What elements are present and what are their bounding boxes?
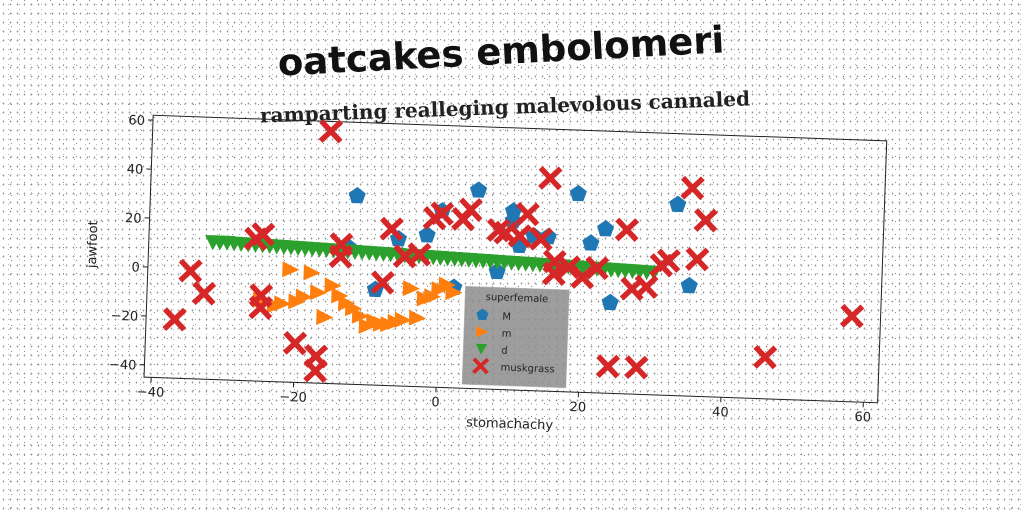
legend: superfemale Mmd muskgrass <box>461 286 570 389</box>
x-tick-label: 60 <box>854 410 871 426</box>
point-muskgrass-3-34 <box>624 355 649 380</box>
point-muskgrass-3-30 <box>570 265 595 290</box>
point-muskgrass-3-29 <box>556 254 581 280</box>
y-tick-label: 20 <box>125 211 142 227</box>
point-muskgrass-3-20 <box>458 197 483 222</box>
point-m-0-8 <box>582 234 600 251</box>
point-muskgrass-3-24 <box>515 201 540 227</box>
x-axis-label: stomachachy <box>466 415 554 433</box>
point-m-1-25 <box>402 280 420 297</box>
point-m-1-16 <box>438 276 456 293</box>
point-muskgrass-3-18 <box>422 206 447 231</box>
axis-ticks: −40 −20 0 20 40 60 −40 −20 0 20 40 60 <box>109 113 872 426</box>
legend-marker-2 <box>475 343 487 355</box>
y-tick-label: 60 <box>128 113 145 129</box>
legend-label: m <box>502 329 512 340</box>
point-m-1-3 <box>331 287 349 304</box>
point-muskgrass-3-13 <box>370 270 395 295</box>
point-muskgrass-3-40 <box>693 208 718 233</box>
point-muskgrass-3-26 <box>538 165 563 191</box>
point-muskgrass-3-23 <box>507 223 532 249</box>
y-tick-label: −20 <box>110 309 138 325</box>
point-muskgrass-3-38 <box>680 175 705 201</box>
point-m-1-6 <box>351 307 370 324</box>
point-muskgrass-3-7 <box>248 295 273 320</box>
y-tick-label: 0 <box>131 260 140 275</box>
point-m-1-21 <box>295 288 313 305</box>
point-m-1-5 <box>344 300 363 317</box>
point-m-1-26 <box>445 284 463 301</box>
plot-group: −40 −20 0 20 40 60 −40 −20 0 20 40 60 stomachachy j… <box>85 113 888 433</box>
point-m-1-2 <box>324 277 342 294</box>
point-m-1-24 <box>358 317 376 334</box>
point-m-1-12 <box>408 309 427 326</box>
point-muskgrass-3-32 <box>614 217 640 242</box>
point-m-1-1 <box>303 264 321 281</box>
point-m-0-10 <box>669 195 687 213</box>
point-m-0-0 <box>348 186 366 204</box>
data-marks <box>162 119 865 384</box>
point-m-1-23 <box>316 308 334 325</box>
point-m-1-22 <box>309 284 328 301</box>
point-m-0-11 <box>680 276 698 294</box>
point-muskgrass-3-14 <box>379 216 404 242</box>
legend-label: d <box>501 346 508 357</box>
point-muskgrass-3-5 <box>243 226 268 252</box>
point-muskgrass-3-2 <box>191 281 217 306</box>
x-tick-label: −40 <box>137 385 165 401</box>
legend-marker-1 <box>476 326 489 338</box>
point-muskgrass-3-37 <box>656 248 681 273</box>
legend-marker-3 <box>472 357 490 375</box>
legend-marker-0 <box>476 308 489 321</box>
point-muskgrass-3-0 <box>318 119 344 144</box>
point-muskgrass-3-8 <box>282 331 308 356</box>
point-m-0-19 <box>601 293 619 311</box>
legend-label: M <box>502 312 511 323</box>
y-tick-label: −40 <box>109 358 137 374</box>
point-m-0-2 <box>470 181 488 198</box>
x-tick-label: 0 <box>431 395 440 410</box>
point-m-1-0 <box>282 261 300 278</box>
point-m-0-14 <box>418 226 436 243</box>
axes-frame <box>143 114 888 404</box>
y-axis-label: jawfoot <box>85 220 102 269</box>
point-muskgrass-3-12 <box>329 232 354 257</box>
point-m-0-7 <box>569 184 587 202</box>
point-muskgrass-3-35 <box>634 274 659 300</box>
y-tick-label: 40 <box>126 162 143 178</box>
point-m-1-19 <box>273 295 292 312</box>
point-muskgrass-3-9 <box>303 358 328 384</box>
point-muskgrass-3-42 <box>839 303 865 329</box>
point-m-0-16 <box>488 262 506 280</box>
point-muskgrass-3-39 <box>685 247 710 272</box>
point-muskgrass-3-41 <box>752 344 778 370</box>
point-muskgrass-3-31 <box>584 255 610 281</box>
point-muskgrass-3-43 <box>595 354 621 379</box>
legend-label: muskgrass <box>500 363 554 376</box>
point-m-0-9 <box>597 220 615 237</box>
legend-box <box>461 286 570 389</box>
legend-items: Mmd muskgrass <box>472 308 555 376</box>
x-tick-label: −20 <box>279 390 307 406</box>
point-muskgrass-3-10 <box>303 344 329 369</box>
legend-title: superfemale <box>486 292 549 305</box>
point-muskgrass-3-16 <box>407 242 432 267</box>
point-muskgrass-3-1 <box>178 258 203 284</box>
point-muskgrass-3-25 <box>528 226 554 252</box>
point-muskgrass-3-3 <box>162 307 187 332</box>
x-tick-label: 40 <box>712 405 729 421</box>
point-m-1-11 <box>394 311 412 328</box>
x-tick-label: 20 <box>569 400 586 416</box>
